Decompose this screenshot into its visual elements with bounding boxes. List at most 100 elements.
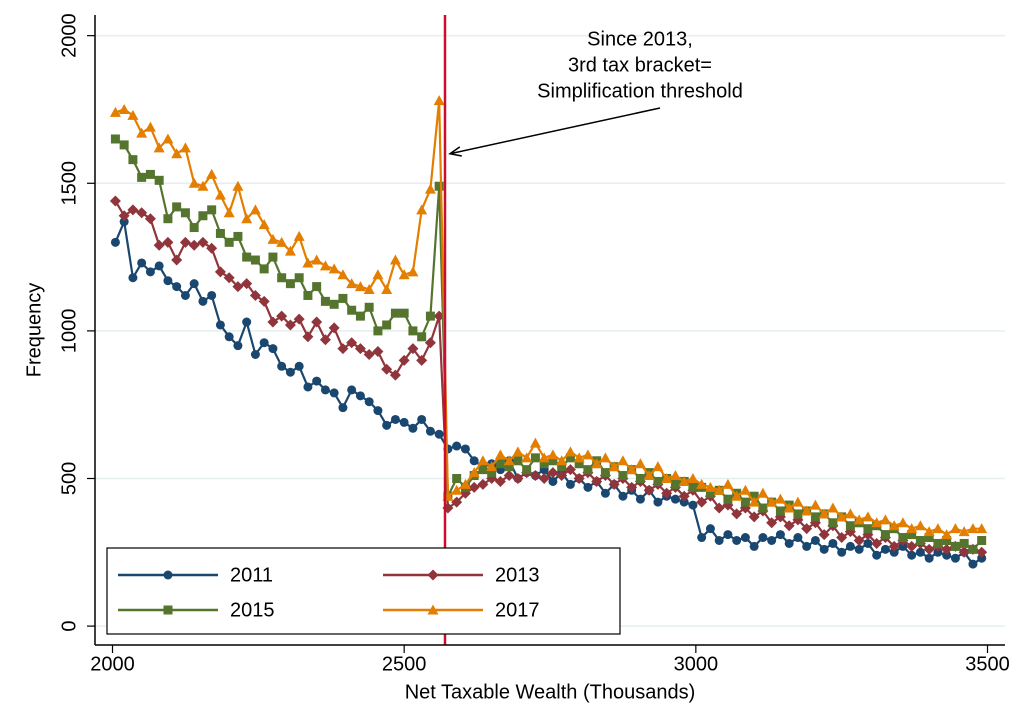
marker [977, 535, 987, 545]
marker [110, 134, 120, 144]
marker [398, 269, 410, 280]
marker [434, 429, 444, 439]
marker [844, 508, 856, 519]
marker [312, 282, 322, 292]
marker [898, 541, 908, 551]
marker [687, 472, 699, 483]
marker [863, 538, 873, 548]
marker [959, 538, 969, 548]
marker [583, 482, 593, 492]
marker [801, 523, 813, 535]
marker [635, 473, 645, 483]
marker [109, 195, 121, 207]
marker [529, 437, 541, 448]
marker [793, 509, 803, 519]
marker [171, 254, 183, 266]
marker [302, 331, 314, 343]
marker [128, 155, 138, 165]
marker [732, 535, 742, 545]
marker [284, 319, 296, 331]
marker [233, 341, 243, 351]
marker [469, 456, 479, 466]
marker [854, 544, 864, 554]
marker [679, 497, 689, 507]
marker [389, 254, 401, 265]
marker [259, 264, 269, 274]
marker [548, 476, 558, 486]
marker [793, 533, 803, 543]
marker [968, 559, 978, 569]
marker [503, 455, 515, 466]
marker [153, 142, 165, 153]
marker [416, 354, 428, 366]
marker [424, 337, 436, 349]
marker [427, 604, 439, 615]
marker [643, 484, 655, 496]
marker [915, 535, 925, 545]
marker [731, 508, 743, 520]
marker [224, 237, 234, 247]
marker [188, 177, 200, 188]
marker [547, 449, 559, 460]
marker [109, 106, 121, 117]
marker [232, 281, 244, 293]
marker [643, 470, 655, 481]
marker [320, 385, 330, 395]
marker [828, 518, 838, 528]
marker [180, 208, 190, 218]
series [109, 95, 988, 540]
legend-label: 2017 [495, 599, 540, 621]
marker [723, 494, 733, 504]
marker [608, 461, 620, 472]
marker [661, 487, 673, 499]
marker [923, 543, 935, 555]
marker [810, 512, 820, 522]
marker [845, 521, 855, 531]
marker [363, 284, 375, 295]
marker [705, 524, 715, 534]
marker [267, 233, 279, 244]
marker [600, 488, 610, 498]
marker [434, 181, 444, 191]
marker [880, 544, 890, 554]
marker [460, 444, 470, 454]
marker [303, 290, 313, 300]
marker [977, 553, 987, 563]
marker [941, 529, 953, 540]
marker [626, 464, 638, 475]
marker [293, 313, 305, 325]
marker [355, 391, 365, 401]
marker [512, 472, 524, 484]
marker [452, 473, 462, 483]
marker [338, 403, 348, 413]
y-tick-label: 1000 [58, 309, 80, 354]
marker [538, 472, 550, 484]
marker [250, 255, 260, 265]
marker [564, 446, 576, 457]
marker [888, 540, 900, 552]
marker [189, 223, 199, 233]
marker [618, 471, 628, 481]
marker [678, 490, 690, 502]
marker [363, 349, 375, 361]
marker [390, 308, 400, 318]
x-tick-label: 3000 [674, 653, 719, 675]
marker [163, 570, 173, 580]
marker [459, 478, 471, 489]
marker [408, 326, 418, 336]
marker [144, 121, 156, 132]
marker [924, 533, 934, 543]
marker [207, 290, 217, 300]
marker [739, 484, 751, 495]
marker [749, 491, 759, 501]
marker [696, 478, 708, 489]
marker [557, 462, 567, 472]
marker [906, 540, 918, 552]
marker [171, 148, 183, 159]
marker [180, 290, 190, 300]
marker [801, 505, 813, 516]
marker [294, 361, 304, 371]
marker [198, 211, 208, 221]
marker [697, 533, 707, 543]
marker [758, 533, 768, 543]
